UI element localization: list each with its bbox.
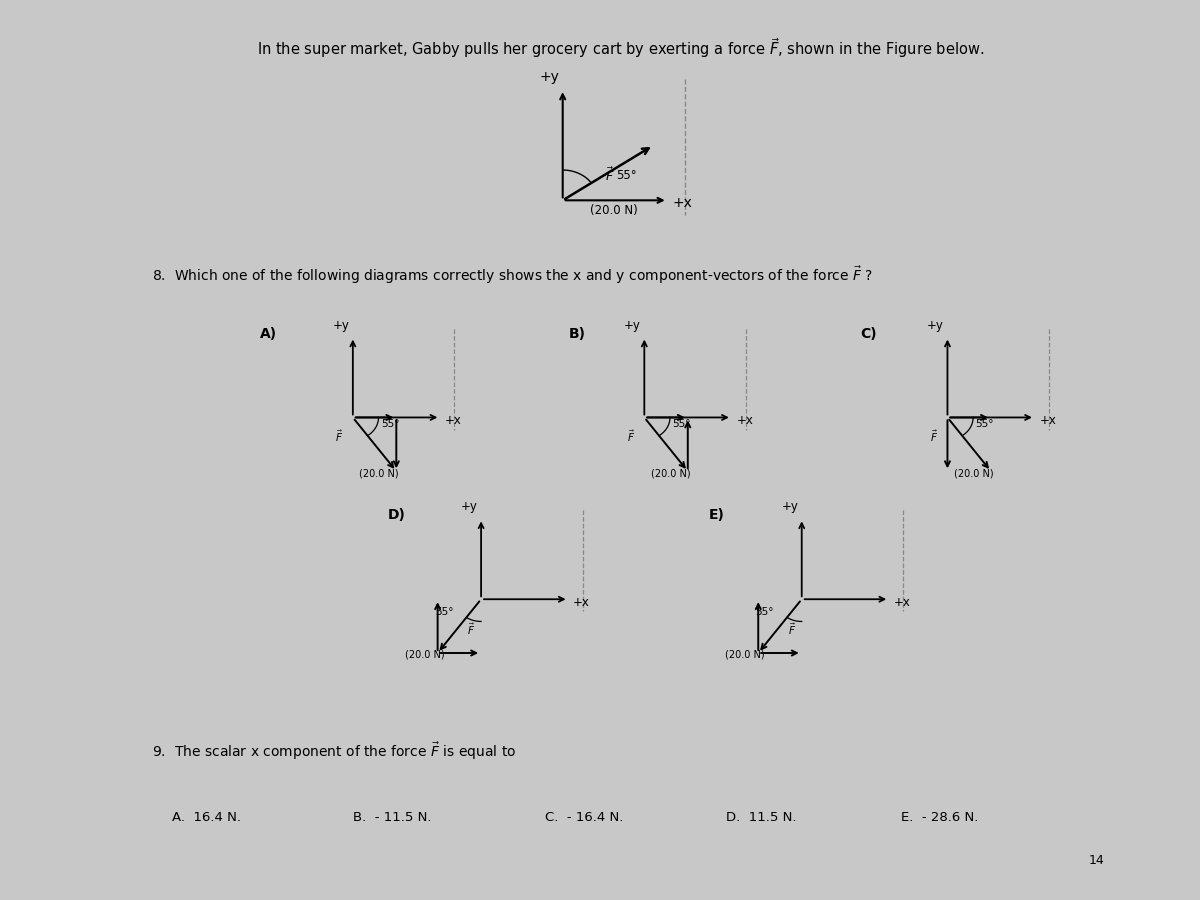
Text: $\vec{F}$: $\vec{F}$ — [930, 428, 938, 444]
Text: $\vec{F}$: $\vec{F}$ — [787, 621, 796, 636]
Text: (20.0 N): (20.0 N) — [590, 204, 637, 217]
Text: 8.  Which one of the following diagrams correctly shows the x and y component-ve: 8. Which one of the following diagrams c… — [152, 264, 874, 285]
Text: +y: +y — [332, 319, 349, 331]
Text: 55°: 55° — [616, 168, 637, 182]
Text: D.  11.5 N.: D. 11.5 N. — [726, 811, 797, 824]
Text: +x: +x — [672, 196, 692, 211]
Text: (20.0 N): (20.0 N) — [359, 468, 398, 478]
Text: +x: +x — [574, 596, 590, 608]
Text: 9.  The scalar x component of the force $\vec{F}$ is equal to: 9. The scalar x component of the force $… — [152, 741, 516, 762]
Text: +x: +x — [894, 596, 911, 608]
Text: E.  - 28.6 N.: E. - 28.6 N. — [901, 811, 978, 824]
Text: $\vec{F}$: $\vec{F}$ — [605, 166, 614, 184]
Text: $\vec{F}$: $\vec{F}$ — [336, 428, 343, 444]
Text: (20.0 N): (20.0 N) — [404, 650, 444, 660]
Text: E): E) — [708, 508, 725, 522]
Text: (20.0 N): (20.0 N) — [954, 468, 994, 478]
Text: (20.0 N): (20.0 N) — [650, 468, 690, 478]
Text: 55°: 55° — [976, 418, 994, 428]
Text: +x: +x — [445, 414, 462, 427]
Text: +x: +x — [737, 414, 754, 427]
Text: 55°: 55° — [380, 418, 400, 428]
Text: +y: +y — [928, 319, 944, 331]
Text: $\vec{F}$: $\vec{F}$ — [467, 621, 475, 636]
Text: 55°: 55° — [436, 608, 454, 617]
Text: 14: 14 — [1090, 854, 1105, 867]
Text: $\vec{F}$: $\vec{F}$ — [626, 428, 635, 444]
Text: A): A) — [259, 327, 277, 340]
Text: 55°: 55° — [672, 418, 691, 428]
Text: A.  16.4 N.: A. 16.4 N. — [172, 811, 241, 824]
Text: +y: +y — [461, 500, 478, 513]
Text: +y: +y — [624, 319, 641, 331]
Text: C.  - 16.4 N.: C. - 16.4 N. — [545, 811, 624, 824]
Text: B.  - 11.5 N.: B. - 11.5 N. — [353, 811, 431, 824]
Text: (20.0 N): (20.0 N) — [725, 650, 764, 660]
Text: D): D) — [388, 508, 406, 522]
Text: In the super market, Gabby pulls her grocery cart by exerting a force $\vec{F}$,: In the super market, Gabby pulls her gro… — [257, 36, 985, 59]
Text: 55°: 55° — [756, 608, 774, 617]
Text: B): B) — [569, 327, 586, 340]
Text: +x: +x — [1039, 414, 1056, 427]
Text: +y: +y — [781, 500, 798, 513]
Text: +y: +y — [539, 70, 559, 85]
Text: C): C) — [860, 327, 877, 340]
